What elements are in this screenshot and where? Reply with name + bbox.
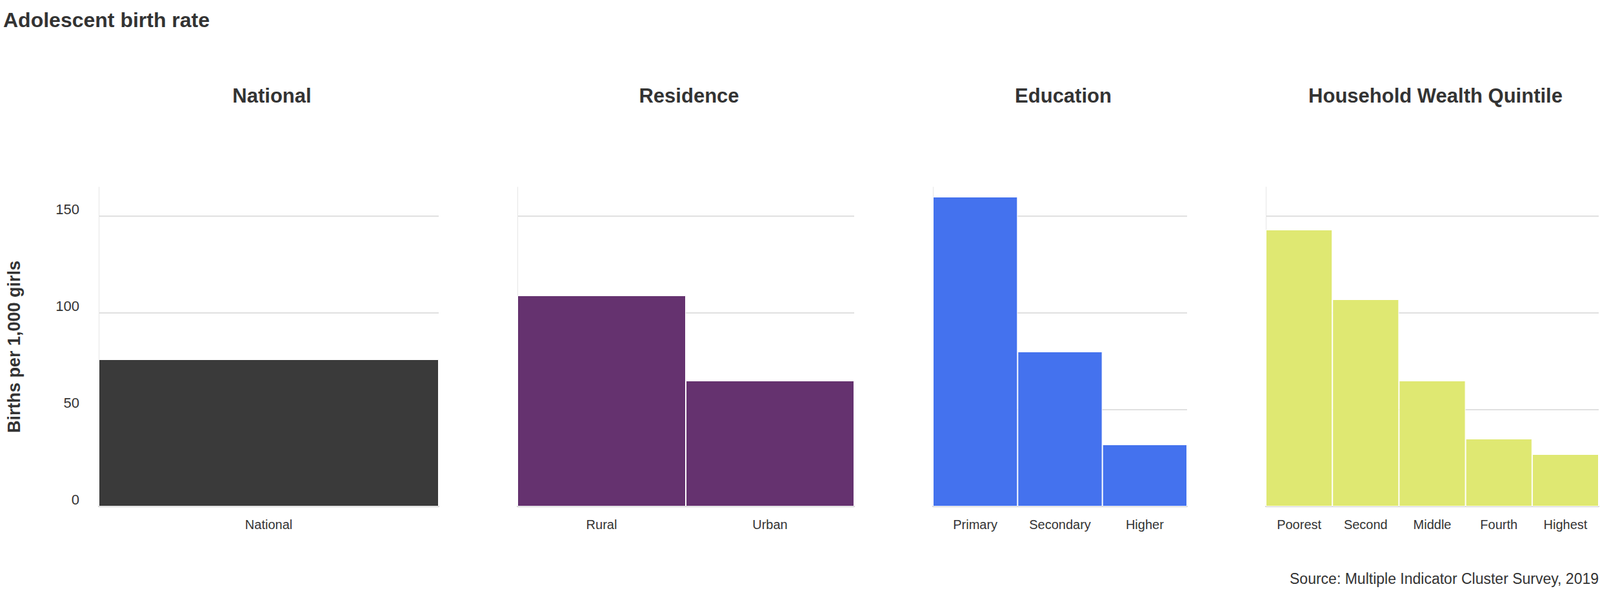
svg-text:Secondary: Secondary: [1029, 517, 1091, 532]
svg-text:Highest: Highest: [1543, 517, 1588, 532]
svg-text:Education: Education: [1014, 84, 1112, 108]
svg-text:100: 100: [55, 298, 80, 315]
svg-text:Middle: Middle: [1413, 517, 1452, 532]
svg-text:Second: Second: [1343, 517, 1388, 532]
svg-text:National: National: [245, 517, 293, 532]
svg-text:Rural: Rural: [586, 517, 618, 532]
svg-text:Fourth: Fourth: [1480, 517, 1518, 532]
svg-text:Household Wealth Quintile: Household Wealth Quintile: [1308, 84, 1563, 108]
svg-text:150: 150: [55, 201, 80, 218]
svg-text:Adolescent birth rate: Adolescent birth rate: [3, 8, 210, 32]
svg-text:Births per 1,000 girls: Births per 1,000 girls: [4, 260, 24, 433]
svg-text:0: 0: [71, 491, 80, 508]
svg-text:50: 50: [63, 394, 80, 411]
svg-text:Primary: Primary: [952, 517, 998, 532]
svg-text:Higher: Higher: [1125, 517, 1164, 532]
svg-text:Source: Multiple Indicator Clu: Source: Multiple Indicator Cluster Surve…: [1289, 570, 1599, 588]
svg-text:Poorest: Poorest: [1276, 517, 1322, 532]
svg-text:Urban: Urban: [752, 517, 788, 532]
svg-text:National: National: [232, 84, 311, 108]
svg-text:Residence: Residence: [638, 84, 739, 108]
